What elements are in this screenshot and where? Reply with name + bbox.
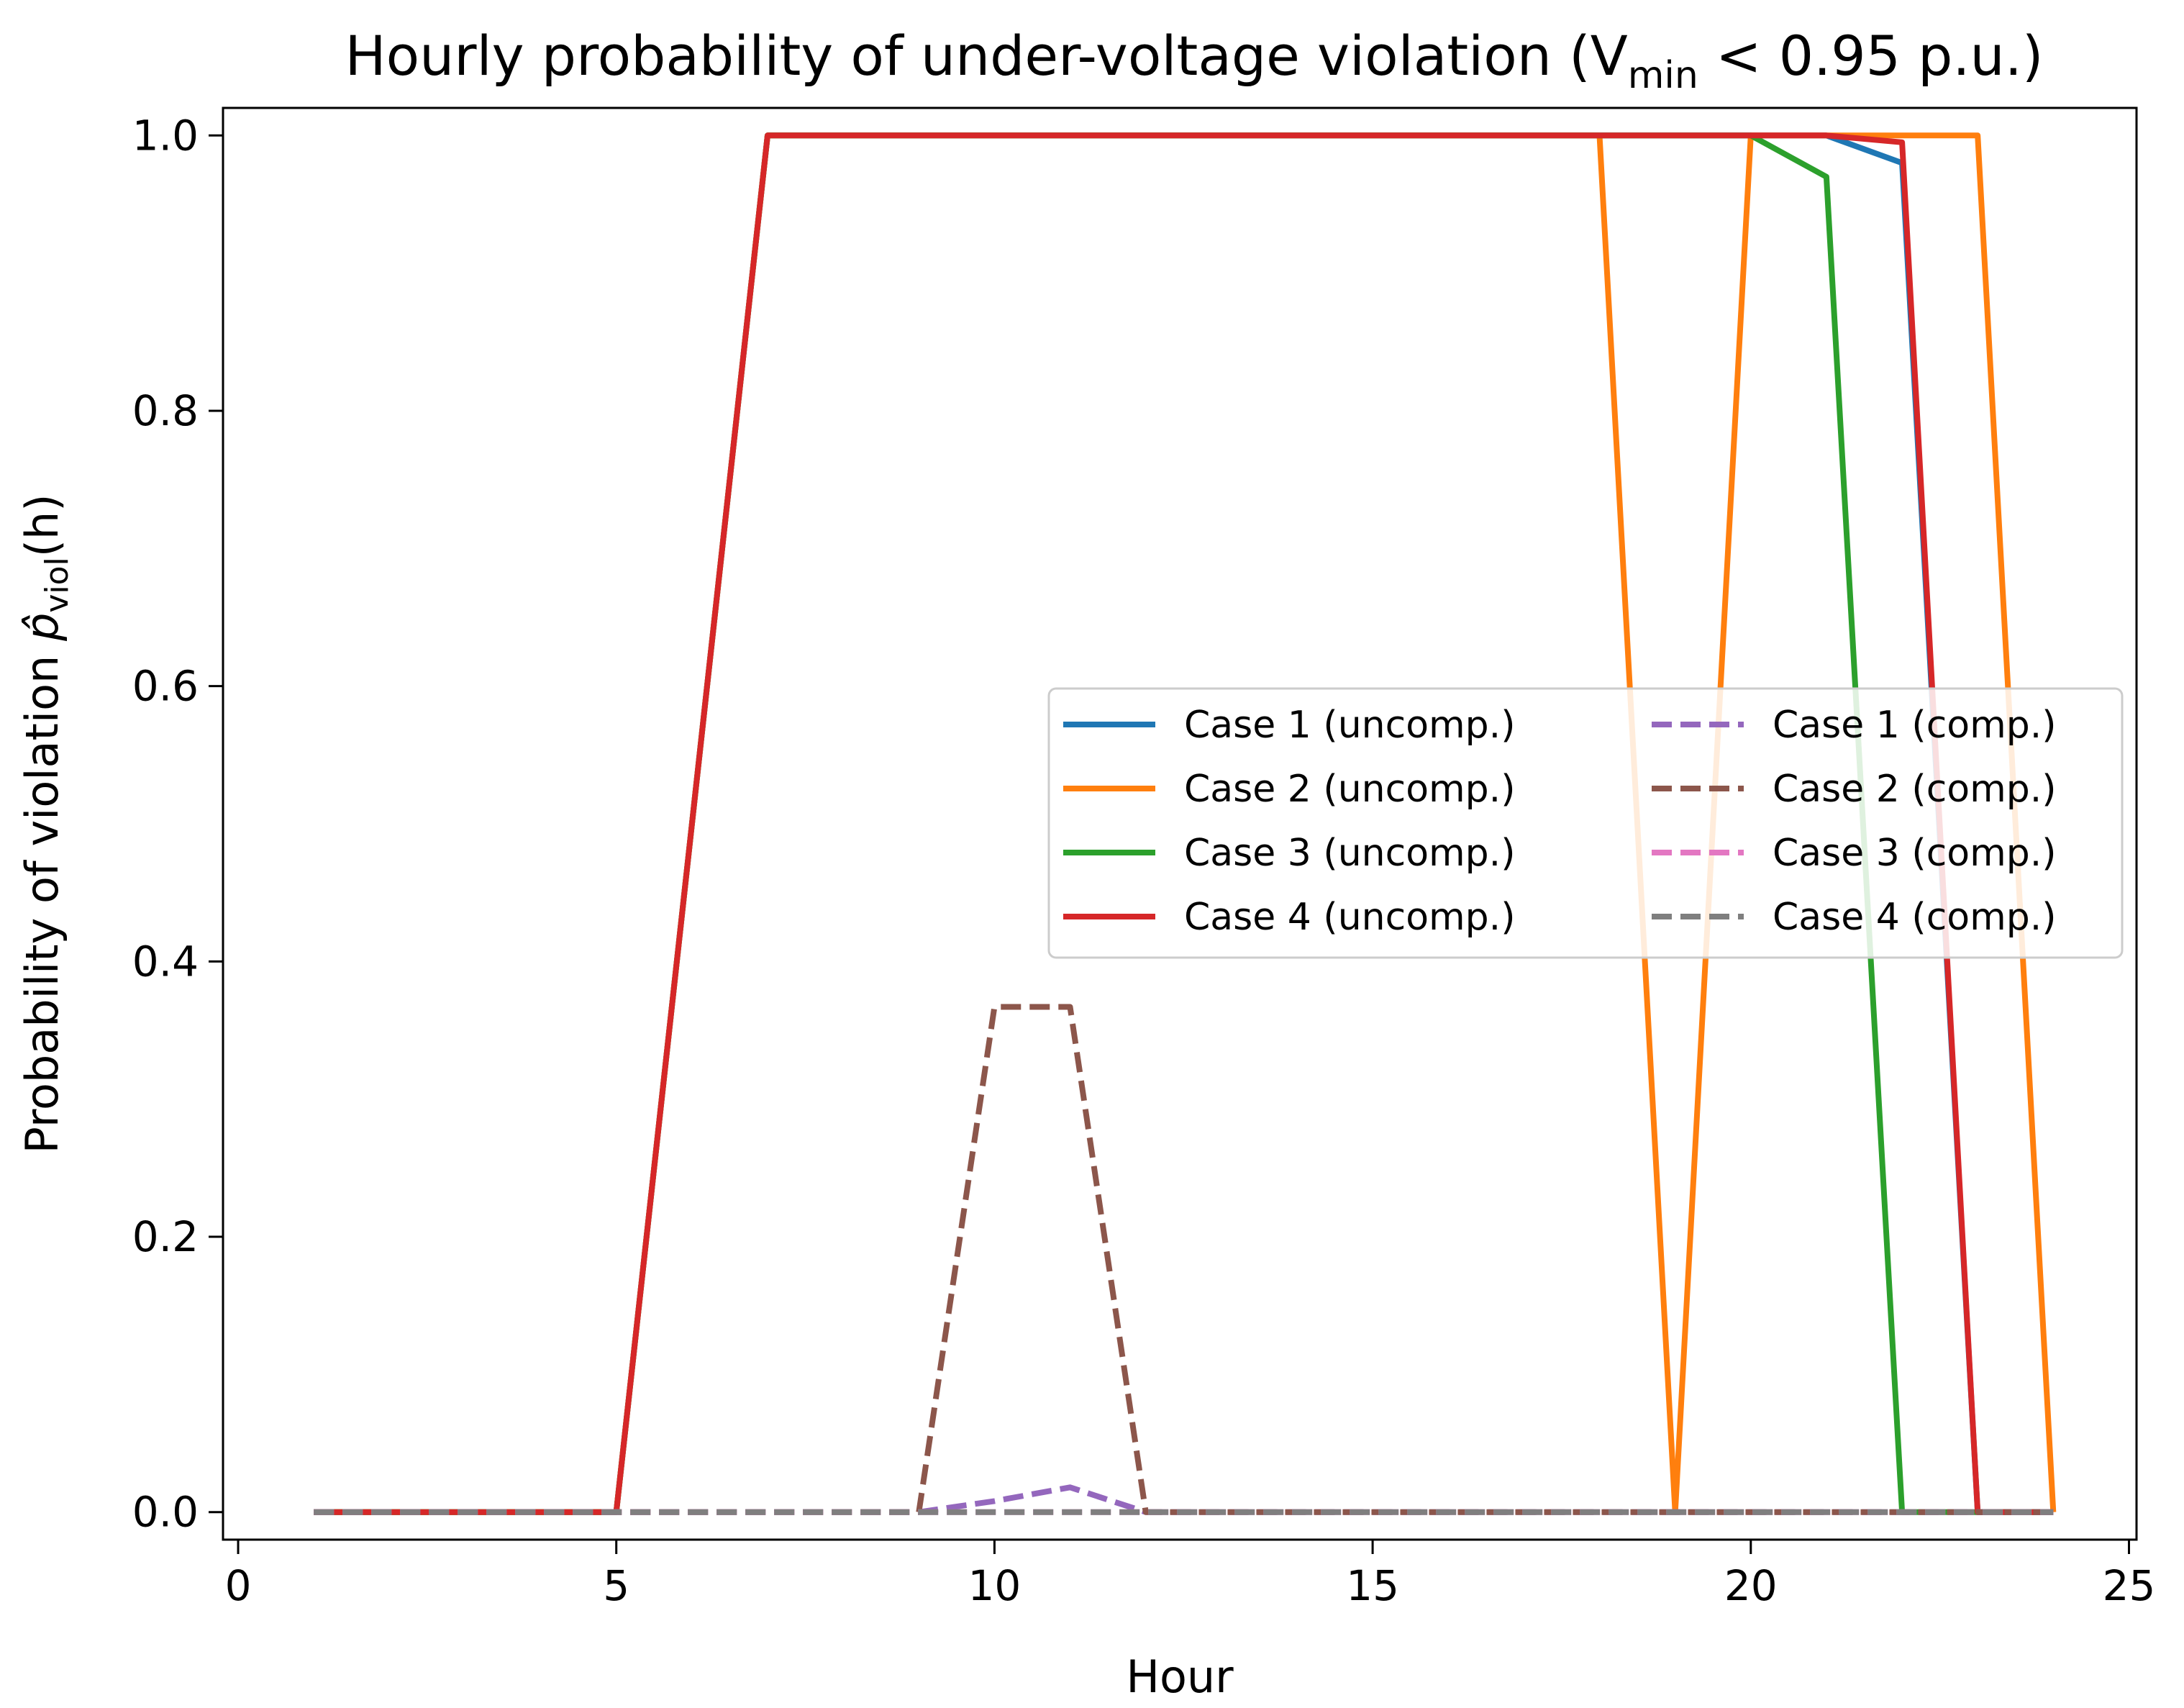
legend: Case 1 (uncomp.) Case 2 (uncomp.) Case 3 (… bbox=[1047, 687, 2124, 959]
chart-title-subscript: min bbox=[1628, 54, 1698, 97]
y-axis-title-symbol: p̂ bbox=[16, 613, 68, 642]
x-tick-label: 25 bbox=[2103, 1561, 2156, 1610]
y-tick-label: 1.0 bbox=[132, 111, 199, 160]
y-tick-label: 0.6 bbox=[132, 662, 199, 711]
chart-title: Hourly probability of under-voltage viol… bbox=[345, 24, 2043, 97]
legend-label: Case 4 (uncomp.) bbox=[1184, 896, 1515, 939]
chart-title-tail: < 0.95 p.u.) bbox=[1698, 24, 2044, 88]
legend-label: Case 2 (comp.) bbox=[1773, 768, 2057, 811]
legend-label: Case 4 (comp.) bbox=[1773, 896, 2057, 939]
x-axis-title: Hour bbox=[1126, 1650, 1234, 1703]
x-tick-label: 0 bbox=[225, 1561, 252, 1610]
y-axis-title-prefix: Probability of violation bbox=[16, 641, 68, 1153]
x-tick-label: 10 bbox=[968, 1561, 1022, 1610]
legend-label: Case 3 (uncomp.) bbox=[1184, 832, 1515, 875]
plot-area-frame bbox=[222, 106, 2138, 1541]
y-tick-label: 0.0 bbox=[132, 1488, 199, 1537]
x-tick-label: 20 bbox=[1724, 1561, 1778, 1610]
y-axis-title-subscript: viol bbox=[39, 557, 76, 612]
x-axis-ticks: 0 5 10 15 20 25 bbox=[225, 1540, 2156, 1610]
legend-label: Case 3 (comp.) bbox=[1773, 832, 2057, 875]
y-tick-label: 0.2 bbox=[132, 1212, 199, 1261]
series-lines bbox=[314, 132, 2057, 1515]
x-tick-label: 5 bbox=[603, 1561, 629, 1610]
y-axis-title: Probability of violation p̂viol(h) bbox=[16, 494, 76, 1154]
y-axis-title-suffix: (h) bbox=[16, 494, 68, 558]
legend-label: Case 2 (uncomp.) bbox=[1184, 768, 1515, 811]
legend-frame bbox=[1047, 687, 2124, 959]
legend-label: Case 1 (comp.) bbox=[1773, 704, 2057, 747]
x-tick-label: 15 bbox=[1346, 1561, 1399, 1610]
legend-label: Case 1 (uncomp.) bbox=[1184, 704, 1515, 747]
y-axis-ticks: 0.0 0.2 0.4 0.6 0.8 1.0 bbox=[132, 111, 223, 1537]
chart-title-main: Hourly probability of under-voltage viol… bbox=[345, 24, 1627, 88]
y-tick-label: 0.8 bbox=[132, 386, 199, 435]
y-tick-label: 0.4 bbox=[132, 937, 199, 986]
